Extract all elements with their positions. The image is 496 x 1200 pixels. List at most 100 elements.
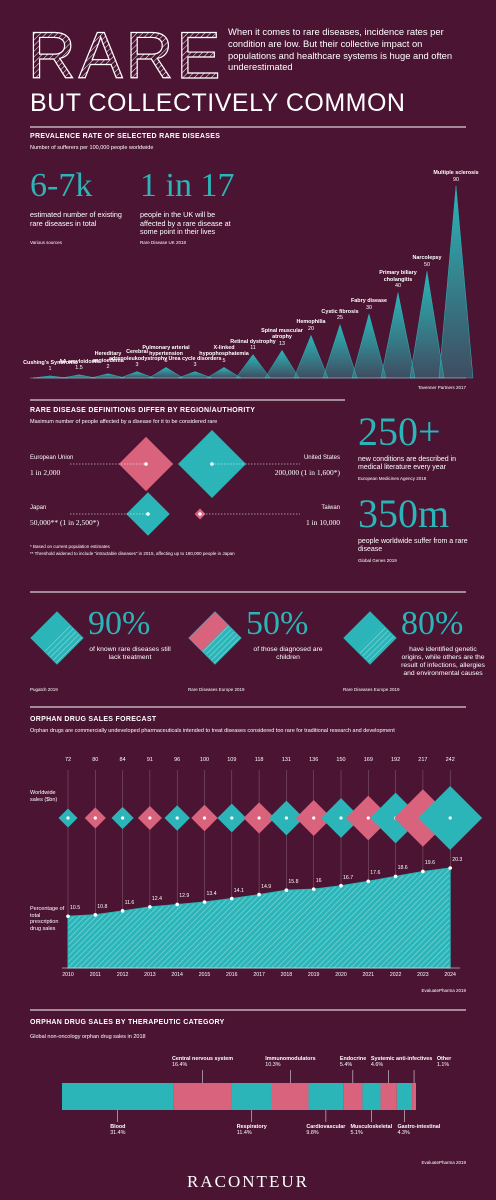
source: EvaluatePharma 2019 [421,988,466,993]
value-label: 109 [227,757,237,763]
category-label: Immunomodulators [265,1056,316,1062]
triangle [293,334,329,379]
point [366,879,371,884]
value-label: 30 [366,304,372,311]
value-label: 16 [315,878,322,885]
value-label: 169 [363,757,373,763]
triangle [61,374,97,379]
value-label: 1.1% [436,1062,450,1069]
category-label: X-linked hypophosphatemia [199,344,249,358]
value-label: 131 [281,757,291,763]
label-group: Cerebral adrenoleukodystrophy 3 [109,349,167,368]
category-label: Cardiovascular [306,1124,346,1130]
value-label: 1 [48,366,52,373]
dot [312,816,316,820]
category-label: Pulmonary arterial hypertension [142,344,190,358]
category-label: Multiple sclerosis [433,170,479,177]
footnote: * Based on current population estimates [30,544,110,549]
axis-label: Percentage of total prescription drug sa… [30,906,66,933]
label-group: Systemic anti-infectives 4.6% [371,1056,432,1069]
category-label: Urea cycle disorders [168,355,222,362]
category-label: Fabry disease [351,298,387,305]
value-label: 150 [336,757,346,763]
icon-part [31,612,70,651]
stat-source: Various sources [30,240,62,245]
value-label: 1.5 [75,365,83,372]
category-label: Cushing's Syndrome [23,359,77,366]
x-tick-label: 2024 [444,972,456,978]
category-label: Hemophilia [296,319,326,326]
label-group: Central nervous system 16.4% [172,1056,233,1069]
title: RARE [28,18,223,92]
segment [62,1083,174,1110]
category-label: Other [436,1056,452,1062]
value-label: 14.9 [261,883,272,890]
region-name: Japan [30,505,47,511]
value-label: 242 [445,757,455,763]
axis-label: Worldwide sales ($bn) [30,790,66,804]
x-tick-label: 2021 [362,972,375,978]
intro: When it comes to rare diseases, incidenc… [228,26,453,73]
value-label: 50 [424,261,430,268]
x-tick-label: 2018 [280,972,293,978]
point [230,896,234,901]
segment [308,1083,344,1110]
value-label: 16.7 [343,874,354,881]
label-group: Musculoskeletal 5.1% [350,1124,392,1137]
stat-text: estimated number of existing rare diseas… [30,210,122,228]
point [175,902,179,907]
segment [380,1083,397,1110]
section-subtitle: Orphan drugs are commercially undevelope… [30,728,395,734]
triangle [177,371,213,379]
triangle [438,185,474,379]
dot [175,816,179,820]
value-label: 192 [391,757,401,763]
dot [144,462,148,466]
dot [366,816,370,820]
x-tick-label: 2015 [198,972,211,978]
point [120,909,125,913]
section-subtitle: Global non-oncology orphan drug sales in… [30,1034,146,1040]
dot [230,816,234,820]
label-group: Retinal dystrophy 11 [225,339,281,352]
section-title: PREVALENCE RATE OF SELECTED RARE DISEASE… [30,133,221,140]
label-group: Cushing's Syndrome 1 [22,360,78,373]
value-label: 84 [119,757,126,763]
value-label: 11.4% [236,1130,252,1137]
label-group: Multiple sclerosis 90 [428,170,484,183]
category-label: Endocrine [339,1056,367,1062]
value-label: 13 [279,340,285,347]
triangle [322,323,358,379]
x-tick-label: 2016 [226,972,238,978]
section-title: RARE DISEASE DEFINITIONS DIFFER BY REGIO… [30,407,256,414]
value-label: 16.4% [171,1062,188,1069]
x-tick-label: 2011 [89,972,101,978]
value-label: 31.4% [110,1130,126,1137]
triangle [90,373,126,379]
value-label: 14.1 [233,887,244,894]
stat-value: 50% [246,605,309,642]
value-label: 96 [174,757,181,763]
segment [231,1083,272,1110]
value-label: 2 [106,364,110,371]
label-group: Immunomodulators 10.3% [265,1056,315,1069]
value-label: 11.6 [124,899,135,906]
value-label: 5 [164,357,168,364]
label-group: Spinal muscular atrophy 13 [254,328,310,347]
x-tick-label: 2010 [62,972,74,978]
dot [284,816,288,820]
label-group: Hemophilia 20 [283,319,339,332]
stat-value: 250+ [358,409,441,454]
category-label: Narcolepsy [412,255,442,262]
point [393,874,398,879]
label-group: Primary biliary cholangitis 40 [370,270,426,289]
segment [271,1083,309,1110]
label-group: Urea cycle disorders 3 [167,356,223,369]
region-name: United States [303,455,340,461]
value-label: 91 [146,757,153,763]
region-threshold: 1 in 10,000 [306,518,340,527]
category-label: Respiratory [236,1124,267,1130]
triangle [351,313,387,379]
point [284,888,289,892]
